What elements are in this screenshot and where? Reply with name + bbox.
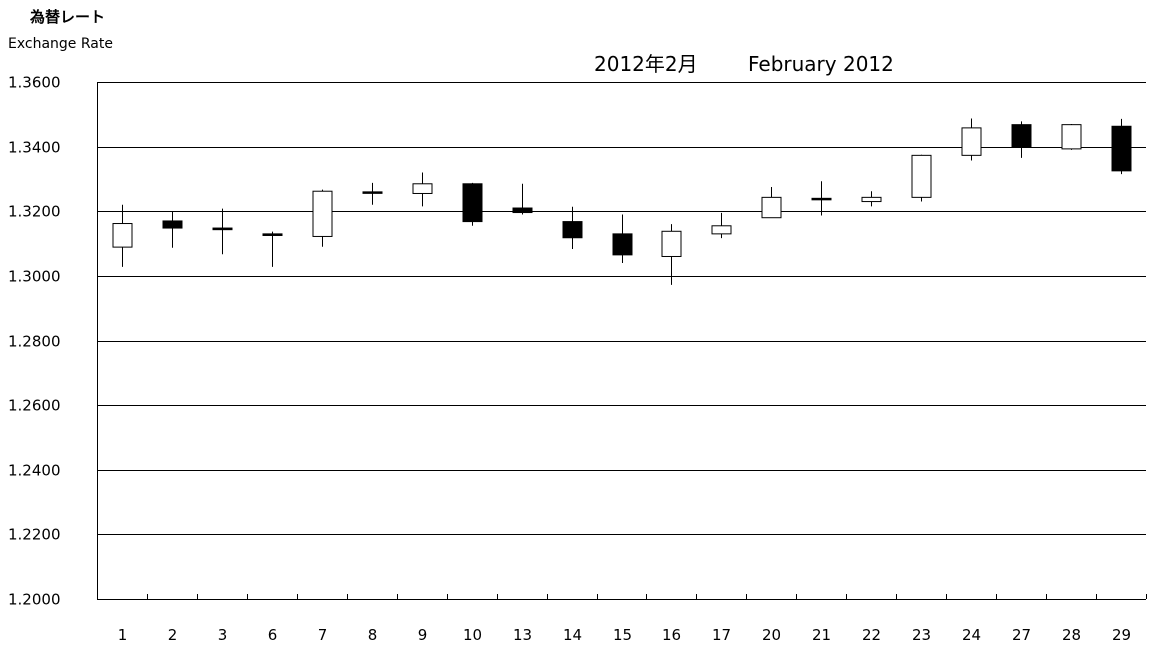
y-tick-label: 1.2000 — [8, 591, 61, 609]
x-tick-label: 10 — [463, 626, 482, 644]
x-tick-label: 27 — [1012, 626, 1031, 644]
x-tick-label: 24 — [962, 626, 981, 644]
x-tick-label: 16 — [662, 626, 681, 644]
y-tick-label: 1.2200 — [8, 526, 61, 544]
candle-body-down — [212, 227, 233, 231]
y-axis-label-japanese: 為替レート — [30, 8, 106, 26]
chart-title: 2012年2月 February 2012 — [594, 48, 894, 77]
x-tick-label: 28 — [1062, 626, 1081, 644]
y-tick-label: 1.2600 — [8, 397, 61, 415]
candle-body-down — [811, 197, 832, 201]
x-tick-label: 2 — [168, 626, 178, 644]
candle-body-up — [661, 230, 682, 257]
x-tick-label: 23 — [912, 626, 931, 644]
y-tick-label: 1.3200 — [8, 203, 61, 221]
candle-body-up — [312, 190, 333, 237]
candle-body-down — [262, 233, 283, 236]
candle-body-up — [761, 196, 782, 219]
x-tick-label: 29 — [1112, 626, 1131, 644]
x-tick-label: 17 — [712, 626, 731, 644]
x-tick-label: 1 — [118, 626, 128, 644]
x-tick-label: 9 — [418, 626, 428, 644]
candle-body-up — [112, 223, 133, 248]
candle-body-down — [612, 233, 633, 256]
x-tick-label: 3 — [218, 626, 228, 644]
candle-body-up — [711, 225, 732, 235]
x-tick-label: 7 — [318, 626, 328, 644]
chart-title-english: February 2012 — [747, 52, 894, 76]
x-tick-label: 20 — [762, 626, 781, 644]
candle-body-down — [562, 221, 583, 239]
candle-body-down — [362, 191, 383, 194]
x-tick-label: 13 — [513, 626, 532, 644]
x-tick-label: 15 — [613, 626, 632, 644]
candle-body-up — [412, 183, 433, 194]
x-tick-label: 8 — [368, 626, 378, 644]
candle-body-down — [1011, 124, 1032, 148]
y-tick-label: 1.2400 — [8, 462, 61, 480]
x-tick-label: 14 — [563, 626, 582, 644]
candle-body-down — [462, 183, 483, 223]
candle-body-up — [1061, 124, 1082, 150]
candle-body-up — [861, 196, 882, 203]
x-tick-label: 22 — [862, 626, 881, 644]
candle-body-up — [911, 154, 932, 198]
x-tick-label: 6 — [268, 626, 278, 644]
y-tick-label: 1.3400 — [8, 139, 61, 157]
candle-body-down — [162, 220, 183, 229]
y-axis-label-english: Exchange Rate — [8, 36, 113, 52]
chart-title-japanese: 2012年2月 — [594, 52, 698, 76]
candle-body-up — [961, 127, 982, 156]
y-tick-label: 1.2800 — [8, 333, 61, 351]
y-tick-label: 1.3000 — [8, 268, 61, 286]
x-tick-label: 21 — [812, 626, 831, 644]
candle-body-down — [512, 207, 533, 214]
candle-body-down — [1111, 125, 1132, 172]
y-tick-label: 1.3600 — [8, 74, 61, 92]
